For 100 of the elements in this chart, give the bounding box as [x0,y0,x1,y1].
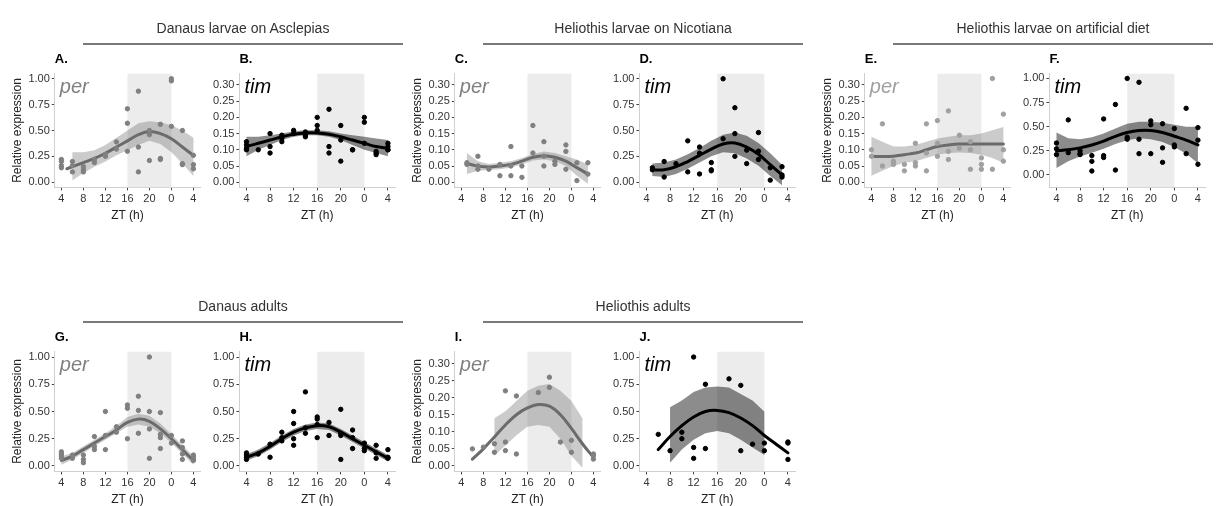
y-tick-label: 0.05 [212,159,235,172]
x-axis-title: ZT (h) [700,492,734,506]
x-tick-label: 16 [521,476,534,489]
y-tick-label: 0.75 [28,97,50,110]
x-tick-label: 16 [311,476,324,489]
x-axis-title: ZT (h) [111,208,144,223]
y-tick-label: 0.15 [428,126,450,139]
x-axis-title: ZT (h) [921,208,954,223]
x-tick-label: 20 [543,192,556,205]
text: tim [644,75,672,98]
x-tick-label: 16 [121,476,134,489]
text: tim [244,75,272,98]
chart-title: E. [864,51,878,67]
x-tick-label: 20 [543,476,556,489]
y-tick-label: 0.15 [428,407,450,420]
chart-subtitle: Heliothis larvae on Nicotiana [553,20,733,36]
y-tick-label: 0.05 [428,441,450,454]
x-tick-label: 4 [384,192,391,205]
x-axis-title: ZT (h) [300,492,334,506]
y-tick-label: 0.25 [1022,143,1045,156]
x-tick-label: 16 [711,192,724,205]
y-tick-label: 0.75 [612,97,635,110]
text: tim [644,353,672,376]
x-tick-label: 4 [590,192,597,205]
y-tick-label: 0.75 [28,377,50,390]
x-tick-label: 4 [868,192,875,205]
x-tick-label: 4 [190,476,197,489]
y-tick-label: 0.00 [212,175,235,188]
y-tick-label: 0.30 [428,356,450,369]
x-axis-title: ZT (h) [511,492,544,506]
x-tick-label: 12 [1097,192,1110,205]
x-tick-label: 8 [890,192,897,205]
x-tick-label: 20 [734,476,747,489]
x-tick-label: 4 [384,476,391,489]
x-tick-label: 4 [1194,192,1201,205]
y-tick-label: 1.00 [212,350,235,363]
x-tick-label: 12 [287,476,300,489]
x-tick-label: 20 [334,192,347,205]
y-tick-label: 1.00 [612,71,635,84]
y-tick-label: 0.20 [428,390,450,403]
chart-title: D. [639,51,653,67]
x-tick-label: 20 [734,192,747,205]
y-tick-label: 0.25 [28,149,50,162]
y-tick-label: 0.10 [212,142,235,155]
x-tick-label: 12 [499,476,512,489]
y-tick-label: 0.25 [212,94,235,107]
x-tick-label: 12 [909,192,922,205]
chart-title: F. [1049,51,1060,67]
y-tick-label: 0.10 [428,424,450,437]
x-tick-label: 20 [953,192,966,205]
x-tick-label: 20 [1144,192,1157,205]
y-tick-label: 0.05 [428,159,450,172]
x-tick-label: 8 [266,476,274,489]
x-axis-title: ZT (h) [111,492,144,506]
y-tick-label: 1.00 [1022,71,1045,84]
chart-title: C. [454,51,468,67]
x-tick-label: 4 [784,476,791,489]
y-tick-label: 0.30 [212,77,235,90]
chart-subtitle: Danaus adults [197,298,289,314]
chart-title: G. [54,329,69,345]
x-tick-label: 0 [568,192,575,205]
y-tick-label: 0.50 [1022,119,1045,132]
y-tick-label: 0.25 [28,431,50,444]
x-tick-label: 16 [121,192,134,205]
y-tick-label: 1.00 [612,350,635,363]
y-tick-label: 0.25 [212,431,235,444]
x-tick-label: 4 [243,476,250,489]
y-tick-label: 0.20 [212,110,235,123]
x-tick-label: 16 [1121,192,1134,205]
y-tick-label: 0.05 [838,159,860,172]
y-tick-label: 1.00 [28,71,50,84]
y-axis-title: Relative expression [409,359,424,464]
x-tick-label: 4 [58,476,65,489]
x-tick-label: 0 [361,192,368,205]
text: tim [244,353,272,376]
x-tick-label: 0 [168,476,175,489]
y-tick-label: 0.50 [28,404,50,417]
y-tick-label: 0.15 [212,126,235,139]
x-axis-title: ZT (h) [511,208,544,223]
chart-subtitle: Heliothis larvae on artificial diet [955,20,1151,36]
y-tick-label: 0.00 [28,175,50,188]
x-tick-label: 0 [1171,192,1178,205]
chart-title: J. [639,329,651,345]
x-tick-label: 20 [143,192,156,205]
x-tick-label: 8 [480,476,487,489]
x-tick-label: 20 [334,476,347,489]
chart-title: H. [239,329,253,345]
x-tick-label: 8 [266,192,274,205]
y-tick-label: 0.10 [428,142,450,155]
x-tick-label: 12 [687,192,700,205]
x-tick-label: 4 [784,192,791,205]
y-tick-label: 0.00 [612,458,635,471]
text: per [868,75,901,98]
y-tick-label: 0.20 [428,110,450,123]
x-tick-label: 12 [99,476,112,489]
x-tick-label: 8 [80,476,87,489]
x-tick-label: 4 [1053,192,1060,205]
y-tick-label: 0.50 [212,404,235,417]
x-axis-title: ZT (h) [300,208,334,223]
y-tick-label: 0.25 [838,94,860,107]
